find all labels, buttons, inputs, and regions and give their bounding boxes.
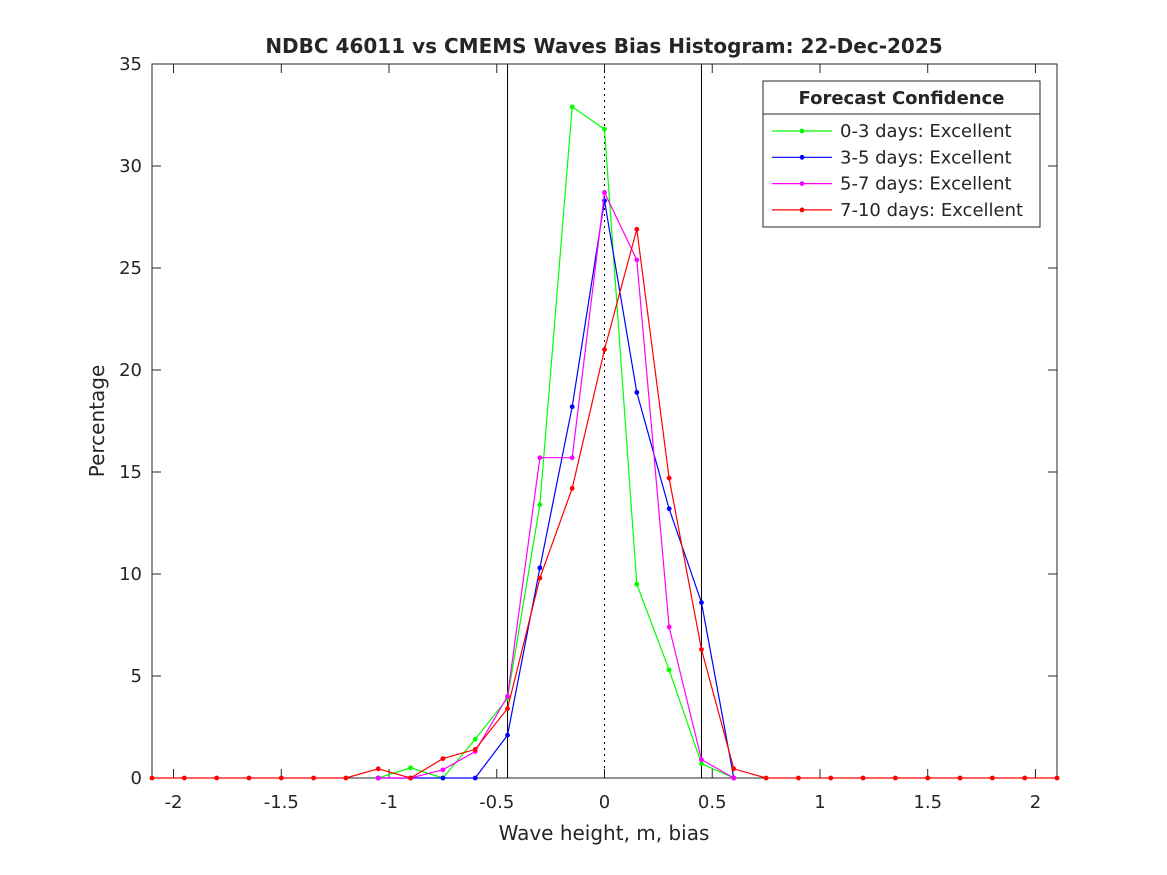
data-point xyxy=(634,390,640,395)
x-tick-label: -1.5 xyxy=(264,792,299,813)
legend-box xyxy=(762,80,1041,228)
data-point xyxy=(634,581,640,587)
data-point xyxy=(634,257,640,263)
chart-title: NDBC 46011 vs CMEMS Waves Bias Histogram… xyxy=(265,34,942,58)
legend-marker-3 xyxy=(799,181,805,187)
data-point xyxy=(666,475,672,481)
x-tick-label: 1 xyxy=(814,792,825,813)
data-point xyxy=(472,736,478,742)
y-tick-label: 25 xyxy=(119,258,142,279)
data-point xyxy=(375,775,381,781)
data-point xyxy=(892,775,898,781)
series-line-3 xyxy=(378,190,735,779)
data-point xyxy=(602,190,607,195)
y-axis-label: Percentage xyxy=(85,365,109,478)
data-point xyxy=(246,775,252,781)
x-tick-label: 1.5 xyxy=(913,792,942,813)
legend-marker-2 xyxy=(799,154,805,160)
data-point xyxy=(472,775,478,781)
legend-title: Forecast Confidence xyxy=(799,88,1005,109)
y-tick-label: 10 xyxy=(119,564,142,585)
data-point xyxy=(375,766,381,772)
data-point xyxy=(731,766,737,772)
data-point xyxy=(602,126,607,132)
data-point xyxy=(763,775,769,781)
legend: Forecast Confidence 0-3 days: Excellent 3-… xyxy=(762,80,1041,228)
x-tick-label: 0 xyxy=(599,792,610,813)
series-line-2 xyxy=(378,200,735,779)
legend-marker-4 xyxy=(799,207,805,213)
data-point xyxy=(505,732,510,738)
data-point xyxy=(925,775,931,781)
data-point xyxy=(666,667,672,673)
data-point xyxy=(537,502,543,508)
data-point xyxy=(569,404,575,410)
data-point xyxy=(343,775,349,781)
y-tick-label: 30 xyxy=(119,156,142,177)
data-point xyxy=(505,706,510,712)
legend-entry-4: 7-10 days: Excellent xyxy=(840,200,1023,221)
data-point xyxy=(569,104,575,110)
data-point xyxy=(860,775,866,781)
x-tick-label: -0.5 xyxy=(479,792,514,813)
y-tick-label: 5 xyxy=(131,666,142,687)
data-point xyxy=(666,624,672,630)
data-point xyxy=(1054,775,1060,781)
data-point xyxy=(666,506,672,512)
data-point xyxy=(828,775,834,781)
y-tick-label: 15 xyxy=(119,462,142,483)
data-point xyxy=(537,575,543,581)
data-point xyxy=(537,455,543,461)
data-point xyxy=(699,757,704,763)
legend-marker-1 xyxy=(799,128,805,134)
data-point xyxy=(472,747,478,752)
data-point xyxy=(181,775,187,781)
y-tick-label: 35 xyxy=(119,54,142,75)
data-point xyxy=(634,226,640,232)
data-point xyxy=(149,775,155,781)
x-axis-label: Wave height, m, bias xyxy=(499,821,710,845)
data-point xyxy=(1022,775,1028,781)
data-point xyxy=(569,455,575,461)
data-point xyxy=(214,775,220,781)
data-point xyxy=(408,765,413,771)
data-point xyxy=(699,761,704,767)
data-point xyxy=(731,775,737,781)
data-point xyxy=(440,756,446,762)
x-tick-label: 0.5 xyxy=(698,792,727,813)
data-point xyxy=(699,647,704,652)
data-point xyxy=(440,767,446,773)
legend-entry-2: 3-5 days: Excellent xyxy=(840,147,1012,168)
data-point xyxy=(699,600,704,605)
x-tick-label: -2 xyxy=(165,792,183,813)
data-point xyxy=(989,775,995,781)
data-point xyxy=(408,775,413,781)
y-tick-label: 20 xyxy=(119,360,142,381)
data-point xyxy=(796,775,801,781)
data-point xyxy=(505,694,510,699)
series-line-1 xyxy=(378,105,735,779)
legend-entry-1: 0-3 days: Excellent xyxy=(840,121,1012,142)
legend-entry-3: 5-7 days: Excellent xyxy=(840,174,1012,195)
data-point xyxy=(957,775,963,781)
data-point xyxy=(278,775,284,781)
x-tick-label: 2 xyxy=(1030,792,1041,813)
y-tick-label: 0 xyxy=(131,768,142,789)
data-point xyxy=(602,347,607,352)
data-point xyxy=(569,485,575,491)
data-point xyxy=(311,775,317,781)
data-point xyxy=(537,565,543,571)
x-tick-label: -1 xyxy=(380,792,398,813)
data-point xyxy=(440,775,446,781)
